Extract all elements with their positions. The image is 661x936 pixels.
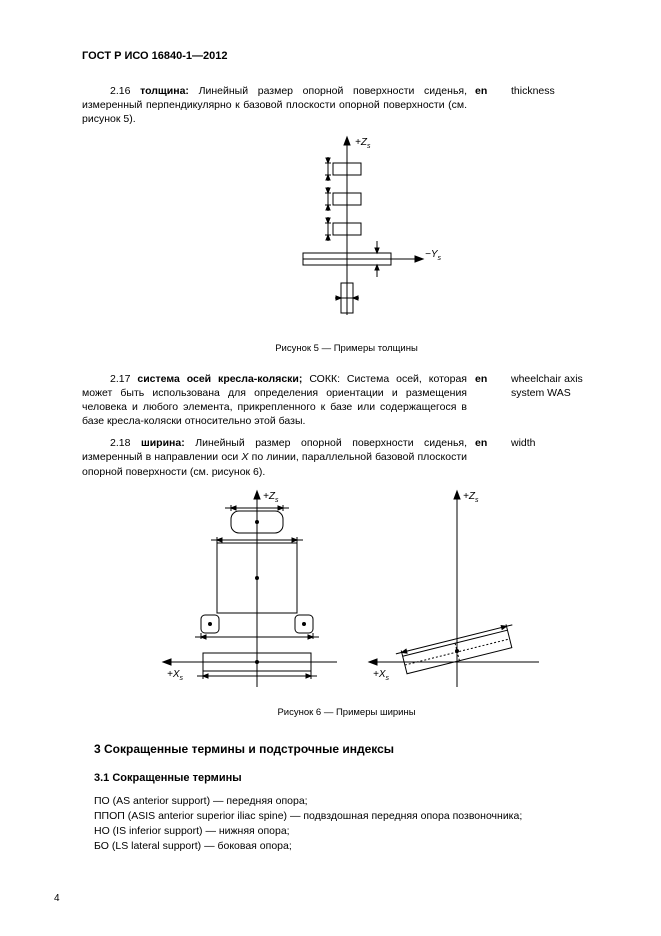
term-name: система осей кресла-коляски; (137, 373, 302, 385)
axis-x-left: +Xs (167, 669, 184, 682)
section-3-heading: 3 Сокращенные термины и подстрочные инде… (82, 742, 611, 756)
document-header: ГОСТ Р ИСО 16840-1—2012 (82, 50, 611, 62)
page: ГОСТ Р ИСО 16840-1—2012 2.16 толщина: Ли… (0, 0, 661, 936)
english-term: thickness (511, 84, 611, 127)
abbr-line: ПО (AS anterior support) — передняя опор… (82, 794, 611, 809)
axis-z-right: +Zs (463, 491, 479, 504)
term-number: 2.17 (110, 373, 130, 385)
section-3-1-heading: 3.1 Сокращенные термины (82, 772, 611, 784)
figure-5: +Zs −Ys (247, 135, 447, 333)
term-number: 2.18 (110, 437, 130, 449)
lang-label: en (467, 372, 511, 429)
term-2-16: 2.16 толщина: Линейный размер опорной по… (82, 84, 611, 127)
axis-z-left: +Zs (263, 491, 279, 504)
term-text: 2.17 система осей кресла-коляски; СОКК: … (82, 372, 467, 429)
figure-6-caption: Рисунок 6 — Примеры ширины (82, 707, 611, 718)
axis-y-label: −Ys (425, 249, 442, 262)
english-term: wheelchair axis system WAS (511, 372, 611, 429)
term-2-17: 2.17 система осей кресла-коляски; СОКК: … (82, 372, 611, 429)
axis-x-right: +Xs (373, 669, 390, 682)
term-text: 2.18 ширина: Линейный размер опорной пов… (82, 436, 467, 479)
term-abbr: СОКК: (309, 373, 340, 385)
term-number: 2.16 (110, 85, 130, 97)
lang-label: en (467, 436, 511, 479)
figure-6: +Zs +Xs +Zs +Xs (147, 487, 547, 697)
lang-label: en (467, 84, 511, 127)
term-2-18: 2.18 ширина: Линейный размер опорной пов… (82, 436, 611, 479)
english-term: width (511, 436, 611, 479)
abbr-line: БО (LS lateral support) — боковая опора; (82, 839, 611, 854)
page-number: 4 (54, 893, 60, 904)
term-text: 2.16 толщина: Линейный размер опорной по… (82, 84, 467, 127)
axis-z-label: +Zs (355, 137, 371, 150)
abbr-line: ППОП (ASIS anterior superior iliac spine… (82, 809, 611, 824)
abbr-line: НО (IS inferior support) — нижняя опора; (82, 824, 611, 839)
figure-5-caption: Рисунок 5 — Примеры толщины (82, 343, 611, 354)
term-name: толщина: (140, 85, 189, 97)
term-name: ширина: (141, 437, 185, 449)
